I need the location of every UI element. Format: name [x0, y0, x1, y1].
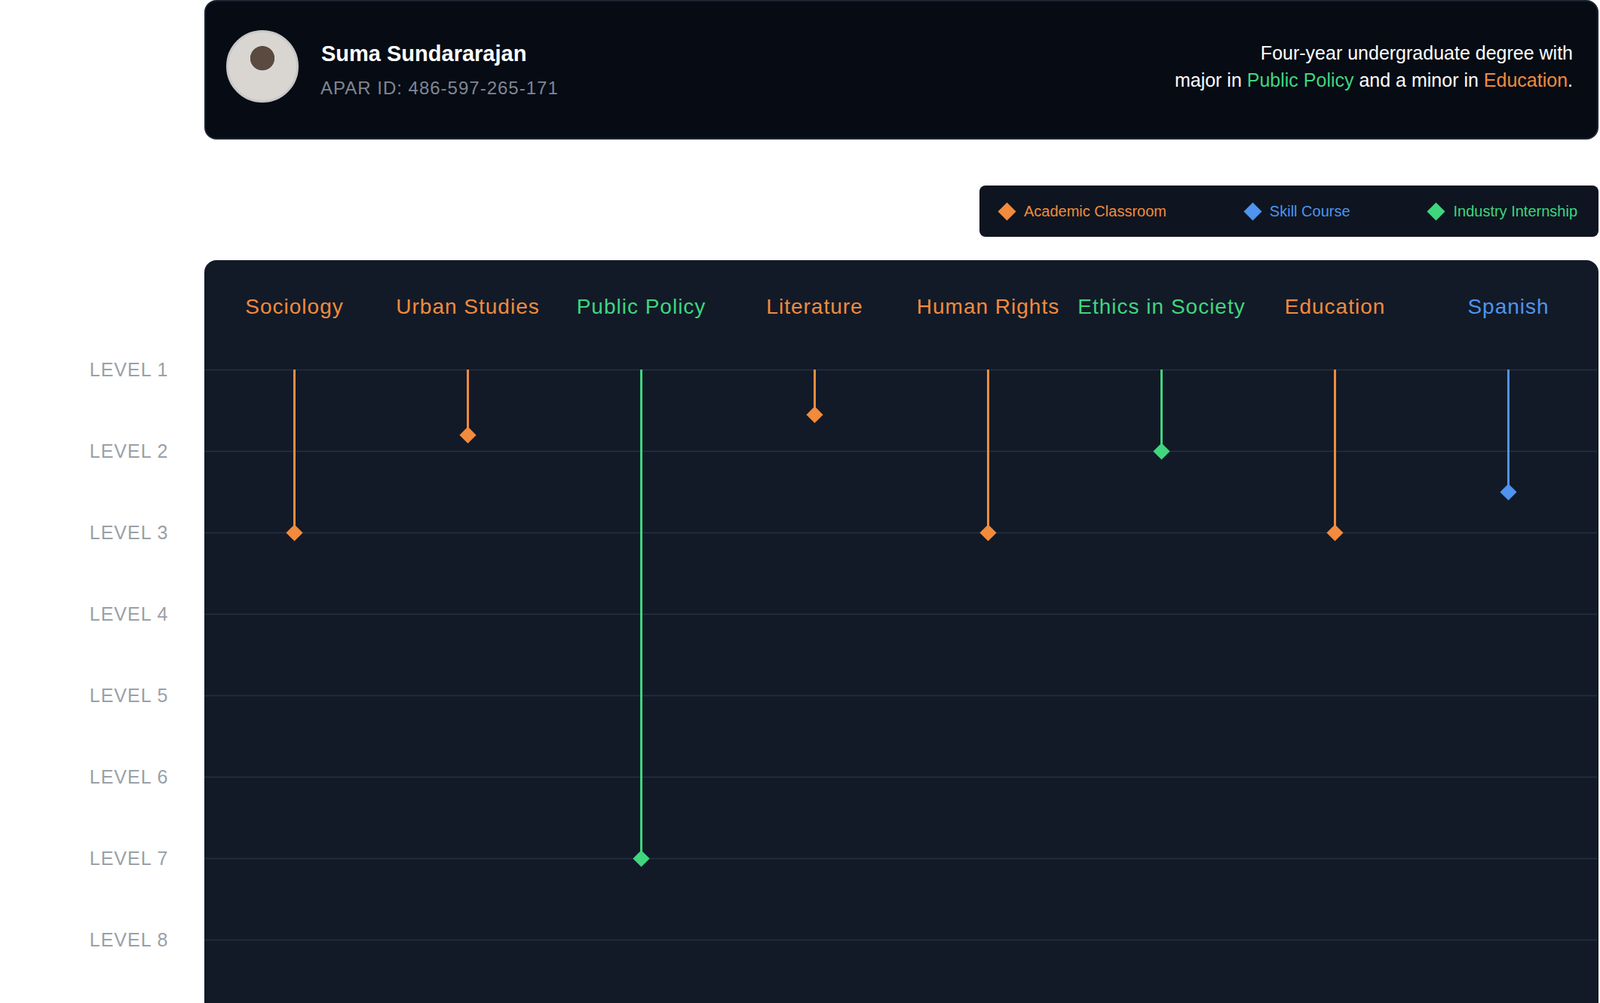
html-text:Industry Internship: Industry Internship [1453, 202, 1578, 220]
svg-text:Ethics in Society: Ethics in Society [1077, 294, 1245, 319]
html-text:major in Public Policy and a m: major in Public Policy and a minor in Ed… [1174, 69, 1573, 91]
svg-text:Spanish: Spanish [1467, 294, 1549, 319]
svg-text:Literature: Literature [766, 294, 863, 319]
svg-text:LEVEL 4: LEVEL 4 [89, 603, 169, 625]
html-text:Academic Classroom: Academic Classroom [1023, 202, 1167, 220]
svg-text:Human Rights: Human Rights [916, 294, 1060, 319]
html-text:APAR ID: 486-597-265-171: APAR ID: 486-597-265-171 [320, 77, 559, 99]
svg-text:LEVEL 3: LEVEL 3 [89, 521, 169, 543]
svg-text:LEVEL 8: LEVEL 8 [89, 928, 169, 951]
svg-text:Urban Studies: Urban Studies [395, 294, 540, 319]
svg-text:LEVEL 1: LEVEL 1 [89, 358, 169, 381]
svg-text:LEVEL 6: LEVEL 6 [89, 766, 169, 788]
svg-text:Sociology: Sociology [245, 294, 344, 319]
html-text:Skill Course: Skill Course [1269, 202, 1351, 220]
svg-text:LEVEL 5: LEVEL 5 [89, 684, 169, 706]
svg-text:LEVEL 2: LEVEL 2 [89, 440, 169, 462]
svg-text:LEVEL 7: LEVEL 7 [89, 847, 169, 869]
svg-text:Education: Education [1284, 294, 1386, 319]
svg-text:Public Policy: Public Policy [576, 294, 707, 319]
html-text:Four-year undergraduate degree: Four-year undergraduate degree with [1260, 42, 1573, 64]
html-text:Suma Sundararajan: Suma Sundararajan [321, 41, 527, 66]
